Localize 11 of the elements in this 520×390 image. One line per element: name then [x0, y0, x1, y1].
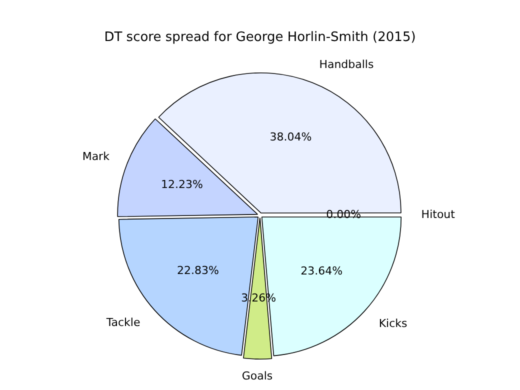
data-label: 23.64% [300, 264, 343, 278]
data-label: 12.23% [161, 178, 203, 192]
category-label: Hitout [421, 208, 455, 222]
slice-label: Kicks [378, 317, 408, 330]
slice-label: Goals [242, 369, 273, 382]
slice-label: Handballs [319, 58, 374, 72]
chart-title: DT score spread for George Horlin-Smith (2015) [104, 30, 416, 46]
slice-label: Tackle [105, 316, 140, 330]
data-label: 38.04% [270, 130, 312, 144]
data-label: 22.83% [176, 264, 219, 278]
slice-label: Mark [82, 150, 110, 164]
